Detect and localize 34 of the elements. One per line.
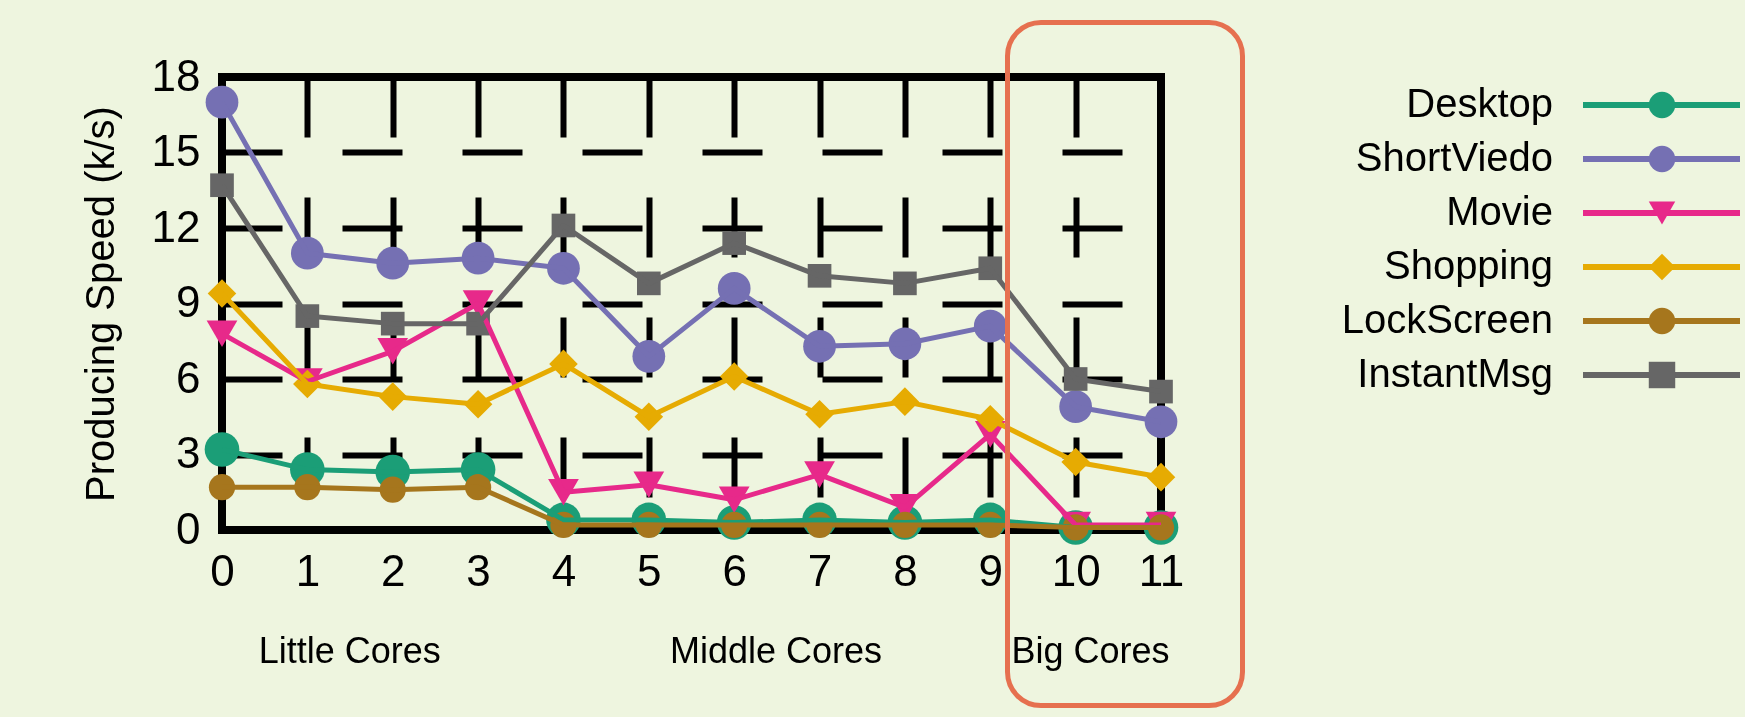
x-tick-label: 1 (295, 545, 321, 595)
y-tick-label: 15 (151, 126, 201, 175)
x-tick-label: 9 (978, 545, 1004, 595)
x-tick-label: 10 (1051, 545, 1101, 595)
legend-label: Movie (1446, 189, 1553, 233)
x-tick-label: 7 (807, 545, 833, 595)
x-tick-label: 8 (893, 545, 918, 595)
point (210, 173, 234, 198)
x-tick-label: 3 (466, 545, 491, 595)
legend-label: ShortViedo (1355, 135, 1553, 179)
text: Little Cores (258, 630, 441, 671)
x-tick-label: 11 (1138, 545, 1185, 595)
x-tick-label: 5 (637, 545, 662, 595)
x-tick-label: 2 (380, 545, 406, 595)
text: Middle Cores (669, 630, 883, 671)
y-tick-label: 9 (176, 277, 201, 326)
point (204, 432, 240, 467)
legend-label: LockScreen (1341, 297, 1553, 341)
y-tick-label: 18 (151, 50, 201, 100)
x-tick-label: 4 (551, 545, 577, 595)
legend-label: InstantMsg (1357, 351, 1553, 395)
point (1144, 405, 1178, 439)
x-tick-label: 6 (722, 545, 747, 595)
x-tick-label: 0 (210, 545, 235, 595)
legend-label: Shopping (1383, 243, 1553, 287)
y-axis-title: Producing Speed (k/s) (77, 106, 122, 502)
point (205, 85, 239, 119)
point (206, 320, 238, 347)
y-tick-label: 0 (176, 503, 201, 553)
y-tick-label: 12 (151, 201, 201, 251)
y-tick-label: 6 (176, 352, 201, 402)
y-tick-label: 3 (176, 428, 201, 477)
text: Big Cores (1011, 630, 1170, 671)
legend-label: Desktop (1406, 81, 1553, 125)
